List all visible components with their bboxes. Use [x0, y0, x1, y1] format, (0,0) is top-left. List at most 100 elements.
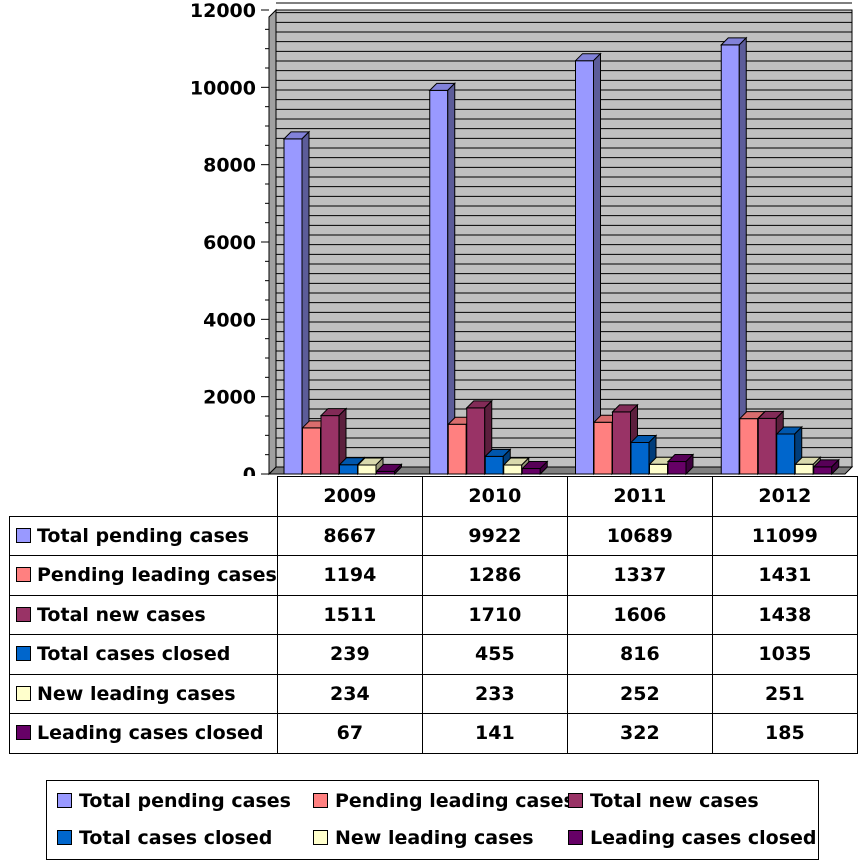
data-table-row: Total cases closed 239 455 816 1035 [9, 634, 858, 675]
bar-front [649, 463, 668, 475]
bar-front [757, 417, 777, 475]
legend-swatch [57, 793, 72, 808]
bar-front [484, 455, 504, 475]
legend-label: Leading cases closed [590, 827, 817, 849]
series-swatch [16, 725, 31, 741]
bar-side [539, 460, 548, 476]
category-label: 2010 [421, 476, 568, 517]
data-value-cell: 1286 [421, 555, 568, 596]
legend-label: Total new cases [590, 790, 759, 812]
series-name-cell: New leading cases [9, 673, 278, 714]
bar [282, 130, 311, 476]
bar-front [794, 463, 814, 475]
data-value-cell: 1710 [421, 594, 568, 635]
bar-front [357, 464, 377, 475]
bar-front [466, 407, 486, 475]
series-swatch [16, 527, 31, 543]
bars [282, 36, 840, 476]
data-value-cell: 185 [711, 713, 858, 754]
data-table-header-row: 2009 2010 2011 2012 [9, 476, 858, 517]
bar-front [739, 418, 759, 475]
legend-swatch [313, 830, 328, 845]
bar-front [320, 415, 340, 475]
data-value-cell: 1035 [711, 634, 858, 675]
legend-item: Pending leading cases [313, 790, 575, 812]
series-swatch [16, 567, 31, 583]
category-label: 2012 [711, 476, 858, 517]
data-value-cell: 252 [566, 673, 713, 714]
bar-front [575, 60, 594, 475]
category-label: 2011 [566, 476, 713, 517]
legend-label: Total pending cases [79, 790, 291, 812]
bar [319, 407, 348, 476]
bar-side [831, 458, 840, 476]
bar-front [667, 461, 687, 475]
data-table-row: Total new cases 1511 1710 1606 1438 [9, 594, 858, 635]
series-swatch [16, 646, 31, 662]
series-name: New leading cases [37, 682, 236, 705]
data-table-row: Total pending cases 8667 9922 10689 11099 [9, 515, 858, 556]
bar [521, 460, 549, 476]
data-value-cell: 141 [421, 713, 568, 754]
bar-front [339, 464, 358, 475]
bar [356, 456, 385, 476]
legend-swatch [568, 793, 583, 808]
legend-item: Leading cases closed [568, 827, 817, 849]
bar-side [738, 36, 747, 476]
series-name: Total new cases [37, 603, 206, 626]
bar-front [503, 464, 523, 475]
y-tick-label: 0 [243, 464, 256, 476]
data-value-cell: 455 [421, 634, 568, 675]
data-table-row: Leading cases closed 67 141 322 185 [9, 713, 858, 754]
data-table: 2009 2010 2011 2012 Total pending cases 8… [9, 476, 858, 754]
bar [574, 52, 602, 476]
bar-front [593, 421, 613, 475]
y-tick-label: 8000 [203, 155, 256, 177]
bar [812, 458, 840, 476]
bar-front [283, 138, 303, 475]
series-swatch [16, 606, 31, 622]
data-value-cell: 10689 [566, 515, 713, 556]
data-value-cell: 239 [276, 634, 423, 675]
data-value-cell: 322 [566, 713, 713, 754]
side-wall [268, 8, 277, 476]
legend: Total pending cases Pending leading cases… [46, 780, 819, 860]
bar-side [394, 463, 402, 476]
series-name: Leading cases closed [37, 722, 264, 745]
series-name-cell: Total new cases [9, 594, 278, 635]
legend-label: New leading cases [335, 827, 534, 849]
data-value-cell: 8667 [276, 515, 423, 556]
bar-front [521, 468, 541, 475]
bar-front [447, 423, 467, 475]
back-wall [275, 9, 853, 468]
bar-front [612, 411, 631, 475]
series-name-cell: Pending leading cases [9, 555, 278, 596]
series-name: Total cases closed [37, 643, 231, 666]
series-name: Pending leading cases [37, 564, 277, 587]
bar-side [447, 82, 456, 476]
y-tick-label: 4000 [203, 309, 256, 331]
legend-label: Total cases closed [79, 827, 273, 849]
series-name: Total pending cases [37, 524, 249, 547]
bar [375, 463, 403, 476]
bar [428, 82, 456, 476]
legend-swatch [313, 793, 328, 808]
y-tick-label: 12000 [190, 0, 256, 22]
bar-front [776, 433, 796, 475]
bar-side [593, 52, 601, 476]
bar-front [813, 466, 833, 475]
plot-area [267, 2, 854, 476]
data-value-cell: 11099 [711, 515, 858, 556]
legend-swatch [568, 830, 583, 845]
data-table-row: New leading cases 234 233 252 251 [9, 673, 858, 714]
bar-side [685, 453, 694, 476]
bar-front [720, 44, 740, 475]
bar-chart: 0 2000 4000 6000 8000 10000 12000 [190, 0, 854, 476]
y-tick-label: 6000 [203, 232, 256, 254]
bar [465, 399, 493, 476]
data-value-cell: 233 [421, 673, 568, 714]
y-tick-label: 10000 [190, 77, 256, 99]
data-value-cell: 1606 [566, 594, 713, 635]
series-name-cell: Leading cases closed [9, 713, 278, 754]
data-value-cell: 1431 [711, 555, 858, 596]
